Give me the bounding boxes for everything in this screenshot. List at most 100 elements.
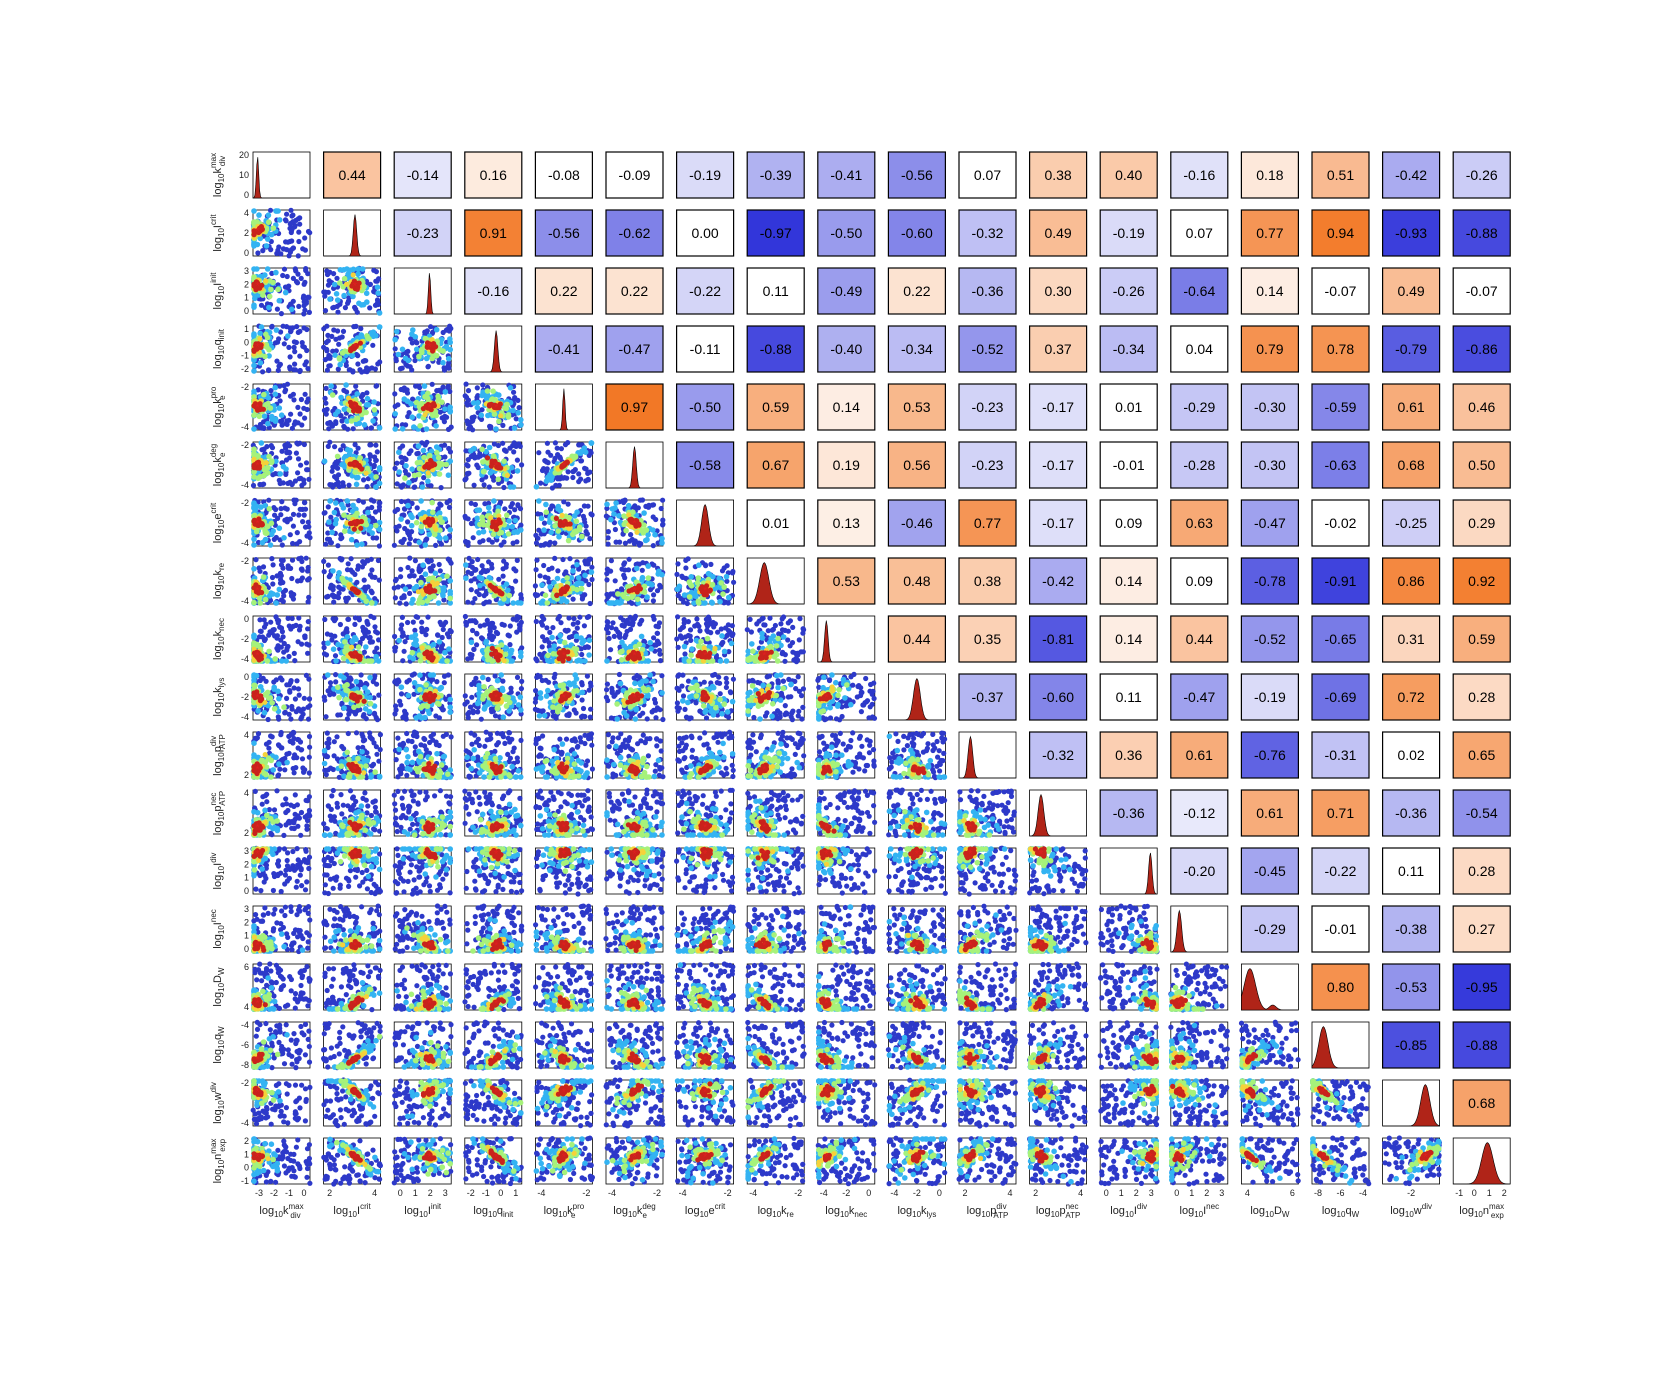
- y-tick-label: 0: [244, 672, 249, 682]
- x-tick-label: 0: [301, 1188, 306, 1198]
- best-fit-marker: *: [562, 940, 567, 952]
- x-tick-label: 2: [1204, 1188, 1209, 1198]
- corr-value: 0.28: [1468, 689, 1495, 705]
- x-tick-label: 0: [866, 1188, 871, 1198]
- best-fit-marker: *: [562, 460, 567, 472]
- best-fit-marker: *: [762, 849, 767, 861]
- x-tick-label: -1: [285, 1188, 293, 1198]
- corr-value: -0.19: [689, 167, 721, 183]
- best-fit-marker: *: [1148, 998, 1153, 1010]
- density-panel: [253, 152, 310, 198]
- corr-value: 0.51: [1327, 167, 1354, 183]
- y-tick-label: -4: [241, 654, 249, 664]
- best-fit-marker: *: [915, 940, 920, 952]
- best-fit-marker: *: [824, 998, 829, 1010]
- corr-value: 0.04: [1186, 341, 1213, 357]
- corr-value: 0.01: [1115, 399, 1142, 415]
- corr-value: -0.42: [1395, 167, 1427, 183]
- best-fit-marker: *: [824, 1054, 829, 1066]
- best-fit-marker: *: [353, 402, 358, 414]
- corr-value: -0.22: [1325, 863, 1357, 879]
- corr-value: 0.22: [903, 283, 930, 299]
- corr-value: -0.26: [1466, 167, 1498, 183]
- y-tick-label: 0: [244, 1163, 249, 1173]
- y-tick-label: -4: [241, 712, 249, 722]
- best-fit-marker: *: [427, 1054, 432, 1066]
- corr-value: 0.22: [621, 283, 648, 299]
- corr-value: 0.44: [1186, 631, 1213, 647]
- corr-value: 0.30: [1044, 283, 1071, 299]
- y-tick-label: 4: [244, 730, 249, 740]
- best-fit-marker: *: [1177, 1054, 1182, 1066]
- corr-value: 0.63: [1186, 515, 1213, 531]
- best-fit-marker: *: [632, 822, 637, 834]
- density-panel: [394, 268, 451, 314]
- corr-value: 0.59: [762, 399, 789, 415]
- corr-value: -0.81: [1042, 631, 1074, 647]
- corr-value: -0.39: [760, 167, 792, 183]
- corr-value: -0.41: [830, 167, 862, 183]
- x-tick-label: 1: [1487, 1188, 1492, 1198]
- y-tick-label: -4: [241, 1020, 249, 1030]
- best-fit-marker: *: [427, 692, 432, 704]
- best-fit-marker: *: [915, 822, 920, 834]
- corr-value: -0.07: [1325, 283, 1357, 299]
- best-fit-marker: *: [968, 1087, 973, 1099]
- corr-value: 0.16: [480, 167, 507, 183]
- x-tick-label: 4: [1078, 1188, 1083, 1198]
- best-fit-marker: *: [353, 940, 358, 952]
- y-tick-label: 0: [244, 248, 249, 258]
- y-tick-label: 2: [244, 828, 249, 838]
- best-fit-marker: *: [494, 518, 499, 530]
- best-fit-marker: *: [255, 764, 260, 776]
- corr-value: -0.16: [477, 283, 509, 299]
- best-fit-marker: *: [353, 764, 358, 776]
- x-tick-label: -1: [1455, 1188, 1463, 1198]
- best-fit-marker: *: [1148, 1151, 1153, 1163]
- best-fit-marker: *: [703, 1087, 708, 1099]
- x-tick-label: -2: [842, 1188, 850, 1198]
- y-axis-label: log10kproe: [209, 386, 227, 427]
- corr-value: -0.29: [1183, 399, 1215, 415]
- y-axis-label: log10Iinit: [209, 272, 226, 310]
- best-fit-marker: *: [824, 1087, 829, 1099]
- best-fit-marker: *: [427, 822, 432, 834]
- corr-value: -0.69: [1325, 689, 1357, 705]
- x-axis-label: log10DW: [1250, 1205, 1290, 1219]
- best-fit-marker: *: [762, 1087, 767, 1099]
- corr-value: 0.49: [1397, 283, 1424, 299]
- x-tick-label: 0: [1472, 1188, 1477, 1198]
- y-axis-label: log10nmaxexp: [209, 1138, 227, 1183]
- corr-value: -0.88: [760, 341, 792, 357]
- corr-value: -0.19: [1254, 689, 1286, 705]
- best-fit-marker: *: [427, 342, 432, 354]
- x-tick-label: 1: [1119, 1188, 1124, 1198]
- best-fit-marker: *: [968, 998, 973, 1010]
- x-tick-label: 2: [1033, 1188, 1038, 1198]
- x-tick-label: 0: [1174, 1188, 1179, 1198]
- y-tick-label: 3: [244, 266, 249, 276]
- best-fit-marker: *: [703, 692, 708, 704]
- best-fit-marker: *: [703, 849, 708, 861]
- best-fit-marker: *: [968, 1054, 973, 1066]
- corr-value: -0.08: [548, 167, 580, 183]
- corr-value: 0.02: [1397, 747, 1424, 763]
- corr-value: 0.00: [691, 225, 718, 241]
- x-tick-label: -4: [749, 1188, 757, 1198]
- best-fit-marker: *: [968, 1151, 973, 1163]
- best-fit-marker: *: [255, 1054, 260, 1066]
- corr-value: -0.49: [830, 283, 862, 299]
- best-fit-marker: *: [255, 518, 260, 530]
- best-fit-marker: *: [824, 940, 829, 952]
- y-tick-label: -2: [241, 556, 249, 566]
- x-tick-label: -4: [820, 1188, 828, 1198]
- x-tick-label: -8: [1314, 1188, 1322, 1198]
- x-axis-label: log10wdiv: [1390, 1202, 1432, 1219]
- corr-value: -0.30: [1254, 457, 1286, 473]
- x-tick-label: -2: [794, 1188, 802, 1198]
- corr-value: -0.01: [1113, 457, 1145, 473]
- x-tick-label: 1: [1189, 1188, 1194, 1198]
- corr-value: 0.44: [903, 631, 930, 647]
- x-tick-label: 4: [1007, 1188, 1012, 1198]
